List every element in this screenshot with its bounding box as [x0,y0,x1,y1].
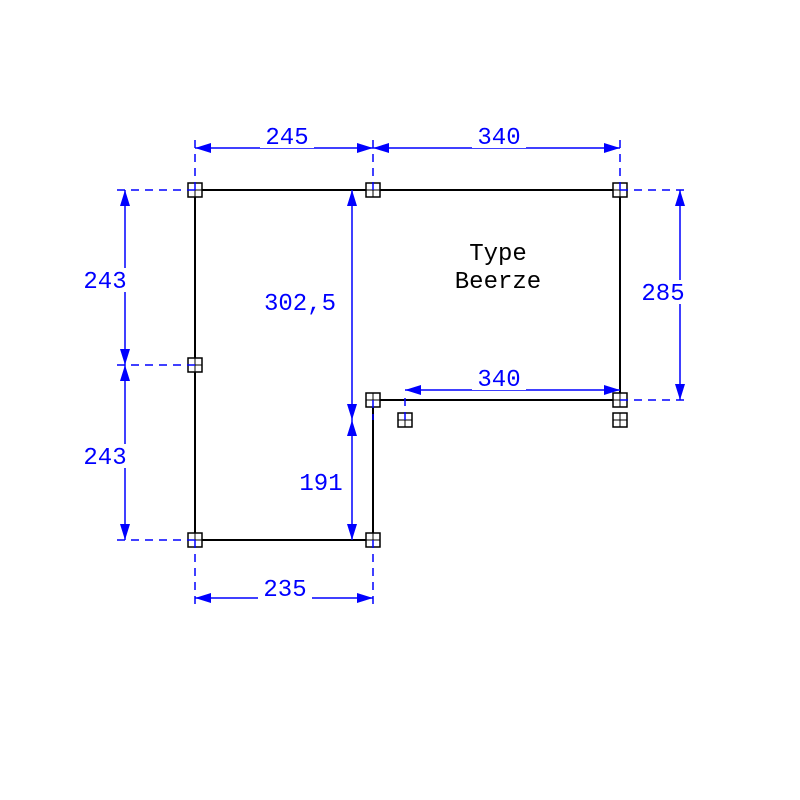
floorplan-outline [195,190,620,540]
dimension-lines [120,143,685,603]
type-label: Type Beerze [455,241,541,296]
dim-inner-v-top: 302,5 [264,291,336,318]
dim-left-bot: 243 [83,445,126,472]
dim-bottom: 235 [263,577,306,604]
dim-inner-v-bot: 191 [299,471,342,498]
dim-left-top: 243 [83,269,126,296]
dim-top-left: 245 [265,125,308,152]
dim-top-right: 340 [477,125,520,152]
dimension-text: 245 340 285 340 302,5 191 243 243 235 [78,124,690,604]
dim-right: 285 [641,281,684,308]
label-line2: Beerze [455,269,541,296]
dim-inner-h: 340 [477,367,520,394]
posts-group [188,183,627,547]
label-line1: Type [469,241,527,268]
